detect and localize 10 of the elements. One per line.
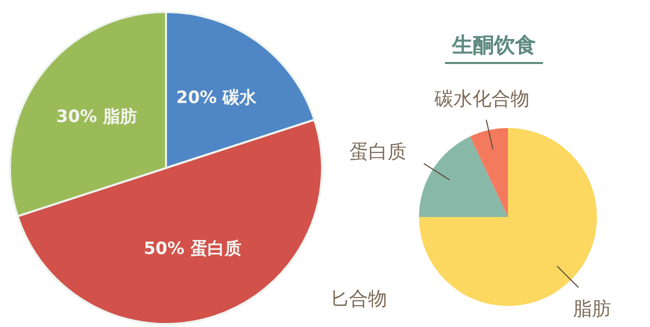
pie-slice: [419, 136, 508, 217]
slice-label: 碳水化合物: [433, 88, 530, 110]
slice-label: 50% 蛋白质: [144, 239, 242, 260]
slice-label: 30% 脂肪: [56, 107, 137, 128]
slice-label: 脂肪: [572, 298, 611, 320]
pie-slice: [470, 128, 508, 217]
slice-label: 20% 碳水: [176, 88, 258, 108]
chart-title: 生酮饮食: [451, 33, 536, 57]
text: 匕合物: [330, 288, 387, 310]
slice-label: 蛋白质: [350, 140, 407, 163]
